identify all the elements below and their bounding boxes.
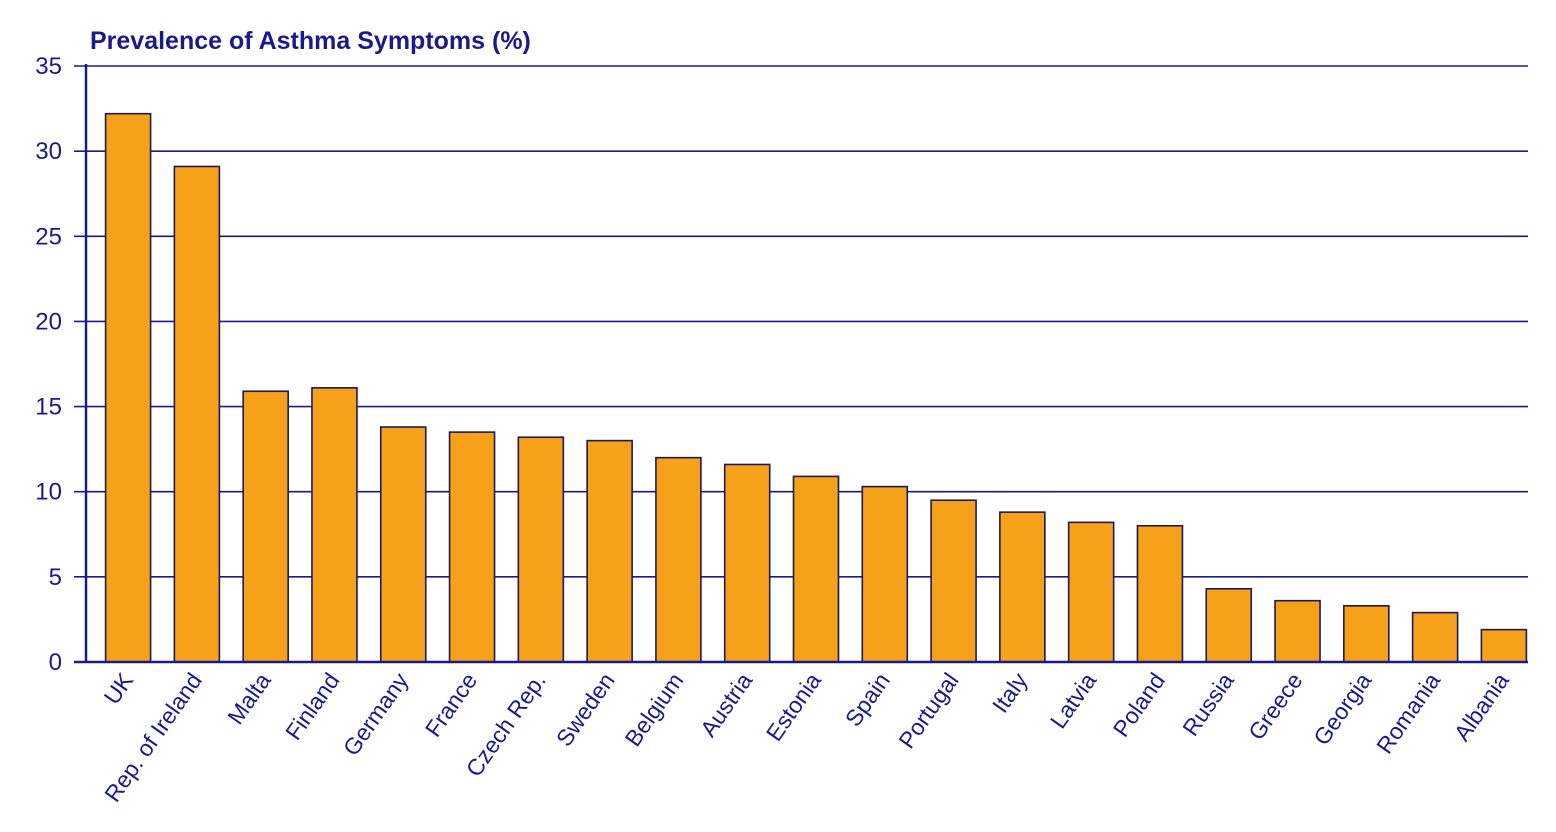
y-tick-label: 0	[49, 649, 62, 676]
y-tick-label: 20	[35, 308, 62, 335]
bar-romania	[1411, 611, 1459, 663]
bar-germany	[379, 426, 427, 663]
bar-poland	[1136, 524, 1184, 663]
bar-sweden	[586, 439, 633, 663]
axes	[74, 64, 1528, 664]
x-tick-label: Belgium	[620, 668, 689, 751]
x-tick-label: Austria	[695, 668, 757, 742]
x-tick-label: UK	[99, 667, 139, 709]
bar-estonia	[792, 475, 840, 663]
x-tick-label: Malta	[222, 668, 276, 729]
y-axis-ticks: 0 5 10 15 20 25 30 35	[35, 53, 62, 676]
x-tick-label: Poland	[1108, 668, 1170, 742]
y-tick-label: 15	[35, 394, 62, 421]
bar-albania	[1480, 628, 1528, 663]
x-tick-label: Portugal	[893, 668, 963, 753]
bar-rep-of-ireland	[173, 165, 221, 663]
bar-czech-rep	[517, 436, 565, 663]
x-tick-label: Spain	[840, 668, 895, 731]
x-tick-label: Russia	[1177, 668, 1239, 741]
bar-austria	[723, 463, 771, 663]
y-tick-label: 30	[35, 138, 62, 165]
x-tick-label: Georgia	[1308, 668, 1376, 750]
x-tick-label: Latvia	[1045, 668, 1102, 733]
bar-france	[448, 431, 496, 663]
x-tick-label: Estonia	[761, 668, 826, 746]
chart-title: Prevalence of Asthma Symptoms (%)	[90, 27, 531, 55]
y-tick-label: 5	[49, 564, 62, 591]
x-tick-label: Greece	[1243, 668, 1308, 745]
x-tick-label: Italy	[987, 668, 1033, 718]
bar-malta	[242, 390, 289, 663]
bar-uk	[104, 112, 152, 663]
bar-russia	[1205, 587, 1253, 663]
bar-georgia	[1343, 605, 1390, 663]
x-tick-label: Germany	[338, 668, 414, 761]
y-tick-label: 25	[35, 223, 62, 250]
y-tick-label: 35	[35, 53, 62, 80]
x-tick-label: Albania	[1449, 668, 1514, 746]
bar-belgium	[655, 456, 702, 663]
x-tick-label: Finland	[280, 668, 345, 745]
bar-italy	[999, 511, 1046, 663]
bar-portugal	[930, 499, 977, 663]
bars	[104, 112, 1528, 663]
bar-finland	[311, 387, 358, 663]
bar-latvia	[1067, 521, 1115, 663]
x-tick-label: Romania	[1371, 668, 1445, 758]
bar-greece	[1274, 599, 1321, 663]
x-tick-label: France	[420, 668, 482, 742]
bar-spain	[861, 485, 909, 663]
x-tick-label: Sweden	[551, 668, 620, 751]
y-tick-label: 10	[35, 479, 62, 506]
